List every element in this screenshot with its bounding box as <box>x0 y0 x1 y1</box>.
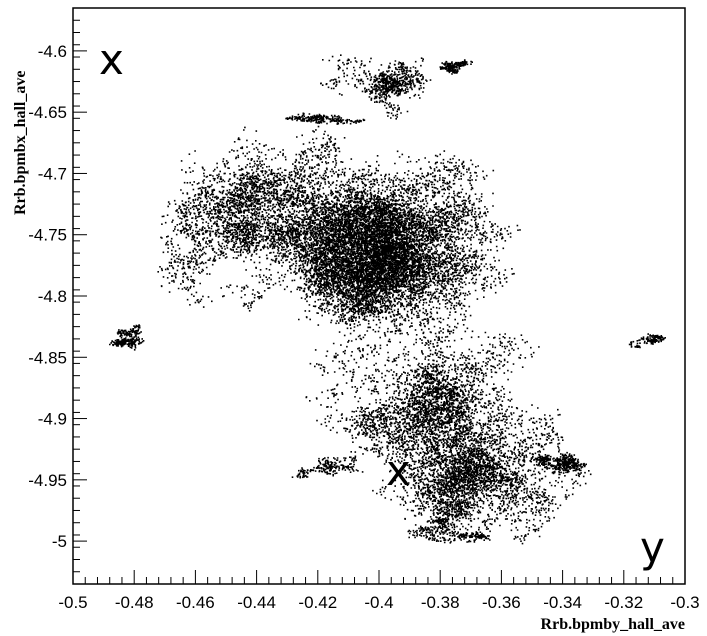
overlay-letter-top-left: x <box>99 35 124 84</box>
y-tick-label: -4.7 <box>38 164 67 183</box>
x-tick-label: -0.48 <box>115 593 154 612</box>
y-tick-label: -4.9 <box>38 410 67 429</box>
x-tick-label: -0.4 <box>364 593 393 612</box>
x-tick-label: -0.5 <box>58 593 87 612</box>
y-tick-label: -4.85 <box>28 348 67 367</box>
y-tick-label: -5 <box>52 532 67 551</box>
y-tick-label: -4.8 <box>38 287 67 306</box>
x-tick-label: -0.36 <box>482 593 521 612</box>
y-tick-label: -4.95 <box>28 471 67 490</box>
scatter-point-cloud <box>109 54 666 545</box>
x-tick-label: -0.46 <box>176 593 215 612</box>
x-tick-label: -0.3 <box>670 593 699 612</box>
overlay-letter-center: x <box>386 446 411 495</box>
overlay-letter-bottom-right: y <box>640 523 665 572</box>
x-axis: -0.5 -0.48 -0.46 -0.44 -0.42 -0.4 -0.38 -0.36 -0… <box>58 570 700 612</box>
x-tick-label: -0.42 <box>298 593 337 612</box>
scatter-points <box>109 54 666 545</box>
y-tick-label: -4.65 <box>28 103 67 122</box>
x-tick-label: -0.32 <box>604 593 643 612</box>
x-tick-label: -0.38 <box>421 593 460 612</box>
y-tick-label: -4.75 <box>28 226 67 245</box>
y-axis: -4.6 -4.65 -4.7 -4.75 -4.8 -4.85 -4.9 -4.95 -5 <box>28 7 87 585</box>
y-axis-title: Rrb.bpmbx_hall_ave <box>12 71 29 215</box>
x-tick-label: -0.44 <box>237 593 276 612</box>
y-tick-label: -4.6 <box>38 42 67 61</box>
x-axis-title: Rrb.bpmby_hall_ave <box>541 616 685 633</box>
x-tick-label: -0.34 <box>543 593 582 612</box>
